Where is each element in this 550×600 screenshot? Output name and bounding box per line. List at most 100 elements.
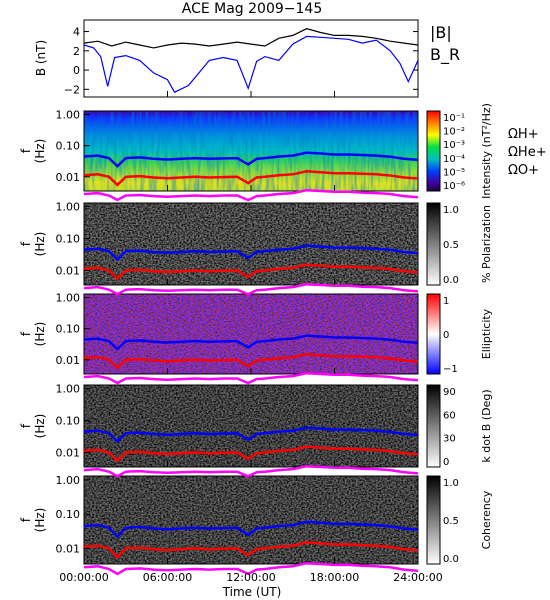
ytick-label: 0.01 bbox=[56, 264, 81, 277]
legend-bmag: |B| bbox=[430, 23, 452, 42]
legend-omega-h: ΩH+ bbox=[508, 127, 539, 142]
gyro-line-h bbox=[83, 151, 419, 168]
ytick-label: 1.00 bbox=[56, 474, 81, 487]
xtick-label: 18:00:00 bbox=[310, 571, 359, 584]
gyro-line-he bbox=[83, 353, 419, 370]
panel-axes: 1.000.100.01f (Hz)1.000.100.01f (Hz)1.000.… bbox=[19, 91, 419, 564]
gyro-line-he bbox=[83, 445, 419, 463]
gyro-line-he bbox=[83, 263, 419, 281]
legend-omega-he: ΩHe+ bbox=[508, 145, 547, 160]
panel-ylabel-f: f bbox=[19, 517, 33, 522]
panel-ylabel-unit: (Hz) bbox=[33, 414, 47, 439]
colorbar-tick-label: 10⁻³ bbox=[443, 140, 465, 151]
gyro-line-he bbox=[83, 170, 419, 187]
colorbar-tick-label: 1.0 bbox=[443, 478, 459, 489]
gyro-line-h bbox=[83, 334, 419, 351]
colorbar-tick-label: −1 bbox=[443, 364, 458, 375]
xtick-label: 12:00:00 bbox=[226, 571, 275, 584]
panel-ylabel-unit: (Hz) bbox=[33, 232, 47, 257]
gyro-line-o bbox=[83, 371, 419, 385]
gyro-line-o bbox=[83, 464, 419, 478]
ytick-label: 0.10 bbox=[56, 415, 81, 428]
colorbar-tick-label: 0.5 bbox=[443, 240, 459, 251]
gyro-line-h bbox=[83, 520, 419, 539]
colorbar-tick-label: 10⁻⁴ bbox=[443, 154, 465, 165]
ytick-label: 0.10 bbox=[56, 233, 81, 246]
colorbar-tick-label: 0.0 bbox=[443, 275, 459, 286]
panel-ylabel-f: f bbox=[19, 241, 33, 246]
colorbar-tick-label: 30 bbox=[443, 434, 456, 445]
series-line-bmag bbox=[84, 28, 418, 49]
ytick-label: 1.00 bbox=[56, 109, 81, 122]
ytick-label: 0.01 bbox=[56, 354, 81, 367]
panel-ylabel-f: f bbox=[19, 331, 33, 336]
colorbar-tick-label: 10⁻¹ bbox=[443, 113, 465, 124]
panel-bfield: 4 2 0 −2 B (nT) |B| B_R bbox=[34, 19, 460, 98]
ytick-label: 1.00 bbox=[56, 201, 81, 214]
colorbar-ellipticity-label: Ellipticity bbox=[480, 308, 493, 359]
colorbar-tick-label: 60 bbox=[443, 410, 456, 421]
colorbar-tick-label: 90 bbox=[443, 387, 456, 398]
ytick-label: 0 bbox=[73, 64, 80, 77]
panel-coherency bbox=[83, 475, 441, 565]
gyro-legend: ΩH+ ΩHe+ ΩO+ bbox=[508, 127, 547, 178]
panel-bfield-ylabel: B (nT) bbox=[34, 40, 48, 76]
gyrofrequency-overlays bbox=[83, 151, 419, 576]
colorbar-tick-label: 10⁻² bbox=[443, 127, 465, 138]
colorbar-tick-label: 0.5 bbox=[443, 516, 459, 527]
panel-bfield-frame bbox=[83, 19, 419, 98]
colorbar-kdotb bbox=[426, 384, 441, 468]
colorbar-coherency-label: Coherency bbox=[480, 490, 493, 549]
colorbar-ellipticity bbox=[426, 293, 441, 375]
panel-intensity bbox=[83, 110, 441, 192]
panel-ylabel-unit: (Hz) bbox=[33, 322, 47, 347]
figure-title: ACE Mag 2009−145 bbox=[182, 1, 322, 17]
ytick-label: 0.01 bbox=[56, 171, 81, 184]
colorbar-tick-label: 0 bbox=[443, 457, 449, 468]
panel-ylabel-f: f bbox=[19, 148, 33, 153]
colorbar-tick-label: 0.0 bbox=[443, 554, 459, 565]
colorbar-intensity-label: Intensity (nT²/Hz) bbox=[480, 103, 493, 199]
colorbar-tick-label: 0 bbox=[443, 330, 449, 341]
gyro-line-he bbox=[83, 541, 419, 560]
colorbar-polarization bbox=[426, 202, 441, 286]
gyro-line-h bbox=[83, 426, 419, 444]
x-axis-label: Time (UT) bbox=[222, 585, 282, 599]
panel-polarization bbox=[83, 202, 441, 286]
legend-br: B_R bbox=[430, 45, 460, 65]
gyro-line-o bbox=[83, 282, 419, 296]
gyro-line-o bbox=[83, 188, 419, 202]
ytick-label: 0.10 bbox=[56, 323, 81, 336]
colorbar-tick-label: 10⁻⁵ bbox=[443, 167, 465, 178]
ytick-label: −2 bbox=[64, 83, 80, 96]
colorbar-tick-label: 1.0 bbox=[443, 205, 459, 216]
panel-ellipticity bbox=[83, 293, 441, 375]
colorbar-polarization-label: % Polarization bbox=[480, 205, 493, 283]
colorbar-intensity bbox=[426, 110, 441, 192]
panel-bfield-yticks: 4 2 0 −2 bbox=[64, 26, 418, 96]
ytick-label: 0.10 bbox=[56, 140, 81, 153]
ytick-label: 2 bbox=[73, 45, 80, 58]
ytick-label: 4 bbox=[73, 26, 80, 39]
panel-ylabel-unit: (Hz) bbox=[33, 508, 47, 533]
legend-omega-o: ΩO+ bbox=[508, 163, 539, 178]
ytick-label: 0.10 bbox=[56, 508, 81, 521]
ytick-label: 0.01 bbox=[56, 446, 81, 459]
colorbar-coherency bbox=[426, 475, 441, 565]
xtick-label: 00:00:00 bbox=[59, 571, 108, 584]
colorbar-ticks: 10⁻¹ 10⁻² 10⁻³ 10⁻⁴ 10⁻⁵ 10⁻⁶ 1.0 0.5 0.0 1 0 −1 90 6… bbox=[443, 113, 465, 565]
colorbar-kdotb-label: k dot B (Deg) bbox=[480, 389, 493, 462]
ytick-label: 0.01 bbox=[56, 542, 81, 555]
colorbar-tick-label: 1 bbox=[443, 296, 449, 307]
xtick-label: 24:00:00 bbox=[393, 571, 442, 584]
gyro-line-o bbox=[83, 561, 419, 576]
gyro-line-h bbox=[83, 244, 419, 262]
ytick-label: 1.00 bbox=[56, 292, 81, 305]
series-line-br bbox=[84, 35, 418, 93]
panel-kdotb bbox=[83, 384, 441, 468]
panel-ylabel-unit: (Hz) bbox=[33, 139, 47, 164]
panel-ylabel-f: f bbox=[19, 423, 33, 428]
ytick-label: 1.00 bbox=[56, 383, 81, 396]
xtick-label: 06:00:00 bbox=[143, 571, 192, 584]
